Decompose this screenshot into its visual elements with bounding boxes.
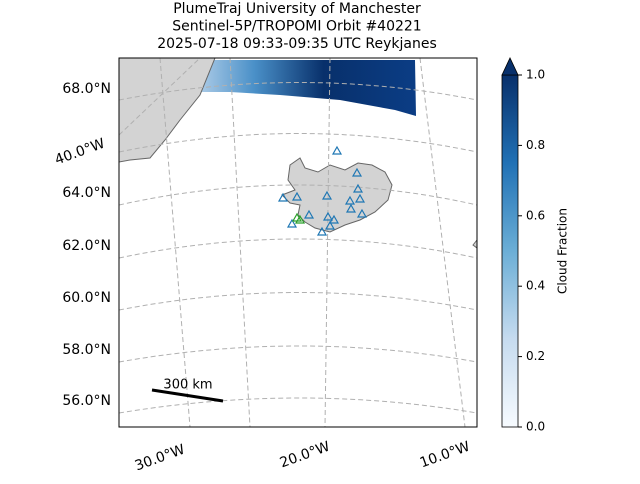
scale-bar <box>151 388 224 403</box>
lon-label: 10.0°W <box>418 439 472 472</box>
graticule <box>119 184 477 206</box>
colorbar-tick-label: 0.8 <box>526 138 545 152</box>
greenland <box>119 58 216 163</box>
lat-label: 60.0°N <box>62 290 111 306</box>
colorbar-extend <box>501 57 519 76</box>
colorbar-tick-label: 0.2 <box>526 349 545 363</box>
lat-label: 58.0°N <box>62 342 111 358</box>
graticule <box>119 238 477 259</box>
colorbar <box>501 74 519 428</box>
graticule <box>419 58 466 427</box>
lat-label: 64.0°N <box>62 185 111 201</box>
graticule <box>119 397 477 414</box>
colorbar-tick-label: 1.0 <box>526 68 545 82</box>
satellite-swath <box>185 60 416 116</box>
lon-label: 30.0°W <box>133 442 187 475</box>
graticule <box>119 345 477 363</box>
title-block: PlumeTraj University of Manchester Sentin… <box>157 1 437 52</box>
volcano-markers <box>277 145 368 236</box>
colorbar-tick-label: 0.0 <box>526 420 545 434</box>
graticule <box>229 58 251 427</box>
lat-label: 68.0°N <box>62 81 111 97</box>
lon-label: 40.0°W <box>53 136 107 169</box>
title-line: 2025-07-18 09:33-09:35 UTC Reykjanes <box>157 36 437 52</box>
colorbar-tick-label: 0.4 <box>526 279 545 293</box>
scale-label: 300 km <box>163 378 212 393</box>
graticule <box>324 58 331 427</box>
map-frame <box>118 57 478 428</box>
colorbar-label: Cloud Fraction <box>556 208 570 294</box>
colorbar-tick-label: 0.6 <box>526 208 545 222</box>
graticule <box>119 58 201 136</box>
graticule <box>119 133 477 153</box>
title-line: Sentinel-5P/TROPOMI Orbit #40221 <box>172 19 421 35</box>
coast <box>472 239 477 249</box>
graticule <box>119 292 477 311</box>
graticule <box>159 58 191 427</box>
lon-label: 20.0°W <box>278 439 332 472</box>
lat-label: 56.0°N <box>62 393 111 409</box>
map <box>119 58 477 427</box>
graticule <box>119 82 477 101</box>
lat-label: 62.0°N <box>62 238 111 254</box>
title-line: PlumeTraj University of Manchester <box>173 1 421 17</box>
